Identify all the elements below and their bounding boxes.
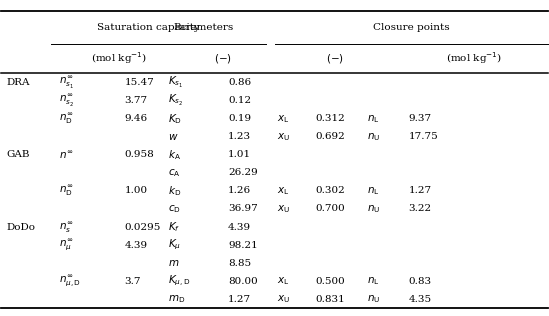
Text: $c_{\mathrm{A}}$: $c_{\mathrm{A}}$ <box>168 167 181 179</box>
Text: $w$: $w$ <box>168 132 178 142</box>
Text: $x_{\mathrm{U}}$: $x_{\mathrm{U}}$ <box>277 294 290 305</box>
Text: 80.00: 80.00 <box>228 277 258 286</box>
Text: 0.0295: 0.0295 <box>124 222 161 232</box>
Text: 9.46: 9.46 <box>124 114 148 123</box>
Text: $n_{\mathrm{U}}$: $n_{\mathrm{U}}$ <box>367 131 380 143</box>
Text: $K_{s_2}$: $K_{s_2}$ <box>168 93 183 108</box>
Text: 1.00: 1.00 <box>124 186 148 195</box>
Text: $n_{\mathrm{L}}$: $n_{\mathrm{L}}$ <box>367 113 380 125</box>
Text: 1.01: 1.01 <box>228 150 251 159</box>
Text: $c_{\mathrm{D}}$: $c_{\mathrm{D}}$ <box>168 203 181 215</box>
Text: 0.692: 0.692 <box>316 132 345 141</box>
Text: 8.85: 8.85 <box>228 259 251 268</box>
Text: Closure points: Closure points <box>373 23 450 32</box>
Text: $x_{\mathrm{U}}$: $x_{\mathrm{U}}$ <box>277 131 290 143</box>
Text: 4.39: 4.39 <box>228 222 251 232</box>
Text: $k_{\mathrm{D}}$: $k_{\mathrm{D}}$ <box>168 184 181 198</box>
Text: 17.75: 17.75 <box>408 132 438 141</box>
Text: 0.12: 0.12 <box>228 96 251 105</box>
Text: $x_{\mathrm{U}}$: $x_{\mathrm{U}}$ <box>277 203 290 215</box>
Text: 0.958: 0.958 <box>124 150 154 159</box>
Text: 26.29: 26.29 <box>228 168 258 177</box>
Text: 0.19: 0.19 <box>228 114 251 123</box>
Text: $K_f$: $K_f$ <box>168 220 180 234</box>
Text: $K_{\mu}$: $K_{\mu}$ <box>168 238 181 252</box>
Text: Saturation capacity: Saturation capacity <box>97 23 200 32</box>
Text: 4.39: 4.39 <box>124 240 148 250</box>
Text: 1.23: 1.23 <box>228 132 251 141</box>
Text: $n_{\mathrm{L}}$: $n_{\mathrm{L}}$ <box>367 275 380 287</box>
Text: $n^{\infty}_{s_1}$: $n^{\infty}_{s_1}$ <box>59 74 74 91</box>
Text: 3.7: 3.7 <box>124 277 141 286</box>
Text: $(-)$: $(-)$ <box>326 52 344 65</box>
Text: $(-)$: $(-)$ <box>214 52 232 65</box>
Text: $K_{s_1}$: $K_{s_1}$ <box>168 75 183 90</box>
Text: GAB: GAB <box>7 150 30 159</box>
Text: DoDo: DoDo <box>7 222 36 232</box>
Text: $x_{\mathrm{L}}$: $x_{\mathrm{L}}$ <box>277 275 290 287</box>
Text: 0.500: 0.500 <box>316 277 345 286</box>
Text: 3.77: 3.77 <box>124 96 148 105</box>
Text: $k_{\mathrm{A}}$: $k_{\mathrm{A}}$ <box>168 148 181 162</box>
Text: Parameters: Parameters <box>173 23 234 32</box>
Text: $n_{\mathrm{U}}$: $n_{\mathrm{U}}$ <box>367 294 380 305</box>
Text: $n^{\infty}_{\mu,\mathrm{D}}$: $n^{\infty}_{\mu,\mathrm{D}}$ <box>59 273 81 289</box>
Text: $n^{\infty}_{\mathrm{D}}$: $n^{\infty}_{\mathrm{D}}$ <box>59 183 73 198</box>
Text: $n^{\infty}_{s_2}$: $n^{\infty}_{s_2}$ <box>59 92 74 109</box>
Text: 0.312: 0.312 <box>316 114 345 123</box>
Text: $K_{\mathrm{D}}$: $K_{\mathrm{D}}$ <box>168 112 182 125</box>
Text: 1.27: 1.27 <box>408 186 432 195</box>
Text: $x_{\mathrm{L}}$: $x_{\mathrm{L}}$ <box>277 185 290 197</box>
Text: 0.700: 0.700 <box>316 204 345 214</box>
Text: $n^{\infty}_{\mu}$: $n^{\infty}_{\mu}$ <box>59 237 73 253</box>
Text: $m_{\mathrm{D}}$: $m_{\mathrm{D}}$ <box>168 294 185 305</box>
Text: (mol kg$^{-1}$): (mol kg$^{-1}$) <box>446 51 502 66</box>
Text: 1.26: 1.26 <box>228 186 251 195</box>
Text: $n_{\mathrm{U}}$: $n_{\mathrm{U}}$ <box>367 203 380 215</box>
Text: $n^{\infty}$: $n^{\infty}$ <box>59 149 73 161</box>
Text: 0.831: 0.831 <box>316 295 345 304</box>
Text: 0.302: 0.302 <box>316 186 345 195</box>
Text: $n_{\mathrm{L}}$: $n_{\mathrm{L}}$ <box>367 185 380 197</box>
Text: 15.47: 15.47 <box>124 78 154 87</box>
Text: 36.97: 36.97 <box>228 204 258 214</box>
Text: 4.35: 4.35 <box>408 295 432 304</box>
Text: 3.22: 3.22 <box>408 204 432 214</box>
Text: 9.37: 9.37 <box>408 114 432 123</box>
Text: $n^{\infty}_{\mathrm{D}}$: $n^{\infty}_{\mathrm{D}}$ <box>59 111 73 126</box>
Text: 0.86: 0.86 <box>228 78 251 87</box>
Text: (mol kg$^{-1}$): (mol kg$^{-1}$) <box>91 51 147 66</box>
Text: $m$: $m$ <box>168 258 180 268</box>
Text: 98.21: 98.21 <box>228 240 258 250</box>
Text: 0.83: 0.83 <box>408 277 432 286</box>
Text: DRA: DRA <box>7 78 30 87</box>
Text: $K_{\mu,\mathrm{D}}$: $K_{\mu,\mathrm{D}}$ <box>168 274 191 289</box>
Text: 1.27: 1.27 <box>228 295 251 304</box>
Text: $x_{\mathrm{L}}$: $x_{\mathrm{L}}$ <box>277 113 290 125</box>
Text: $n^{\infty}_{s}$: $n^{\infty}_{s}$ <box>59 220 73 234</box>
